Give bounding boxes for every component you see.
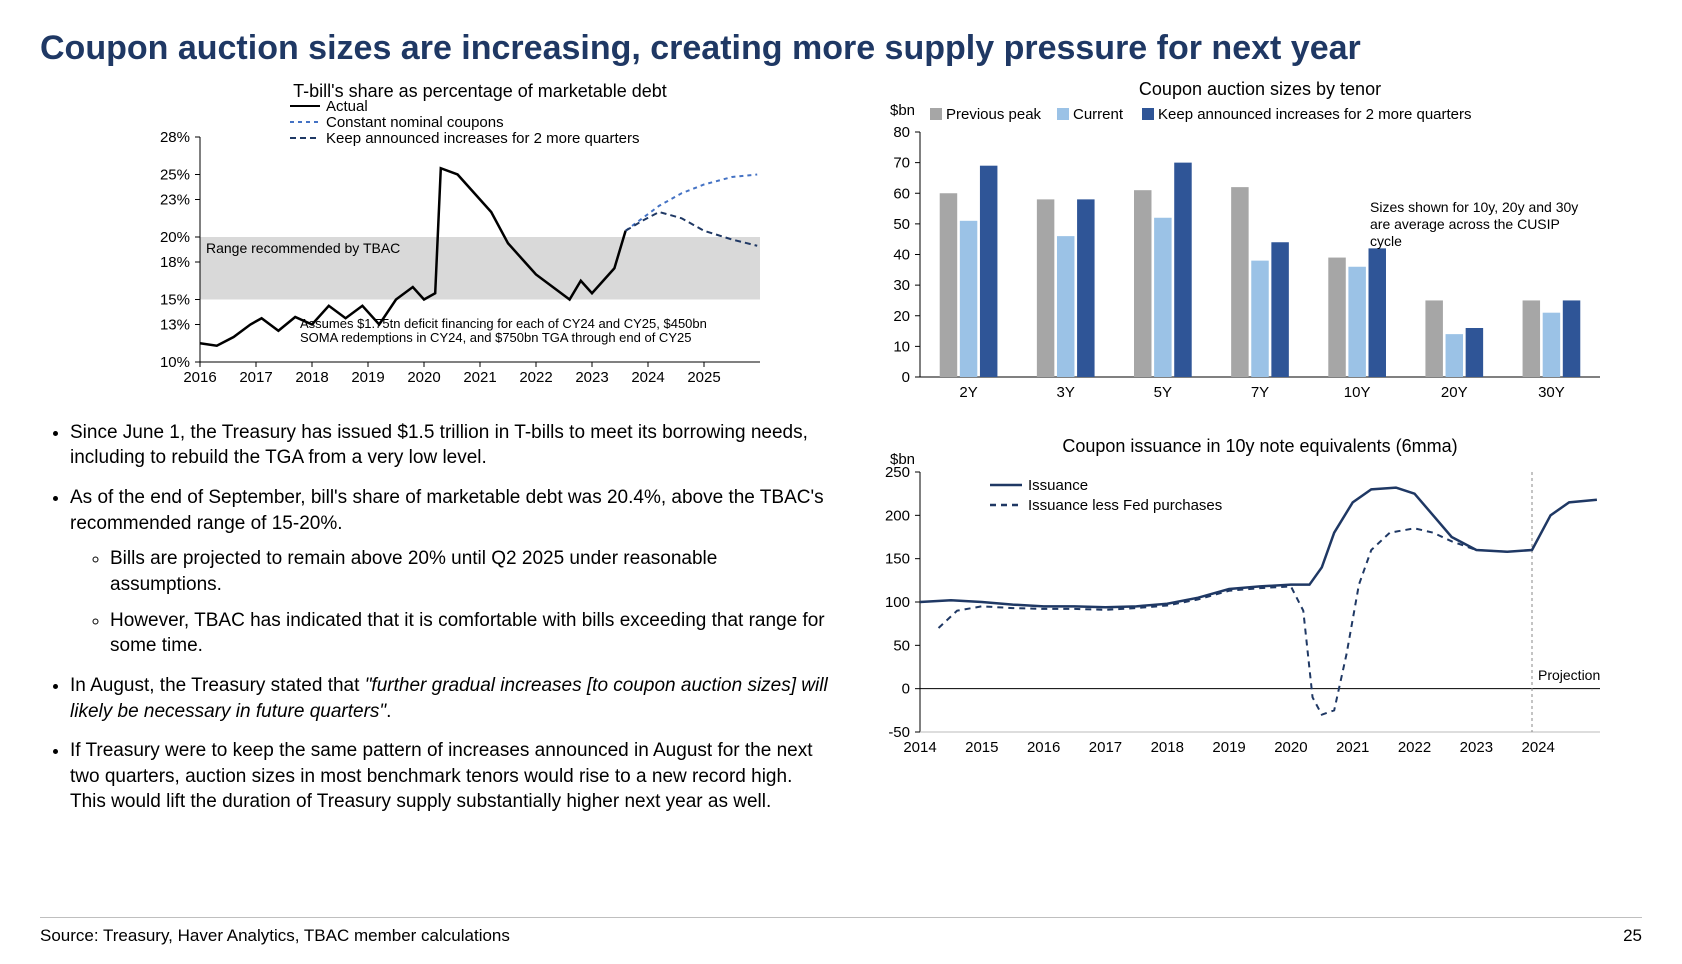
svg-text:2023: 2023 xyxy=(575,369,608,386)
svg-text:50: 50 xyxy=(893,637,910,654)
svg-text:2015: 2015 xyxy=(965,739,998,756)
svg-text:23%: 23% xyxy=(160,191,190,208)
svg-text:60: 60 xyxy=(893,185,910,202)
svg-text:40: 40 xyxy=(893,246,910,263)
svg-text:50: 50 xyxy=(893,216,910,233)
svg-text:2024: 2024 xyxy=(1521,739,1554,756)
svg-text:13%: 13% xyxy=(160,316,190,333)
svg-text:7Y: 7Y xyxy=(1251,384,1269,401)
svg-text:Constant nominal coupons: Constant nominal coupons xyxy=(326,114,504,131)
svg-text:150: 150 xyxy=(885,550,910,567)
svg-text:2019: 2019 xyxy=(1212,739,1245,756)
svg-text:Actual: Actual xyxy=(326,98,368,115)
svg-text:2018: 2018 xyxy=(295,369,328,386)
svg-text:70: 70 xyxy=(893,154,910,171)
svg-text:20Y: 20Y xyxy=(1441,384,1468,401)
svg-text:250: 250 xyxy=(885,464,910,481)
svg-text:Coupon issuance in 10y note eq: Coupon issuance in 10y note equivalents … xyxy=(1062,436,1457,456)
svg-text:2Y: 2Y xyxy=(959,384,977,401)
bullet-list: Since June 1, the Treasury has issued $1… xyxy=(40,420,830,829)
svg-text:2016: 2016 xyxy=(183,369,216,386)
svg-text:2017: 2017 xyxy=(239,369,272,386)
svg-text:$bn: $bn xyxy=(890,102,915,119)
svg-text:100: 100 xyxy=(885,594,910,611)
svg-text:2021: 2021 xyxy=(1336,739,1369,756)
svg-text:Issuance: Issuance xyxy=(1028,477,1088,494)
svg-text:18%: 18% xyxy=(160,254,190,271)
bullet-sub-item: However, TBAC has indicated that it is c… xyxy=(110,608,830,659)
svg-text:Coupon auction sizes by tenor: Coupon auction sizes by tenor xyxy=(1139,79,1381,99)
svg-text:2018: 2018 xyxy=(1151,739,1184,756)
svg-text:200: 200 xyxy=(885,507,910,524)
bullet-item: If Treasury were to keep the same patter… xyxy=(70,738,830,815)
svg-text:Previous peak: Previous peak xyxy=(946,106,1042,123)
svg-text:2020: 2020 xyxy=(1274,739,1307,756)
svg-text:30Y: 30Y xyxy=(1538,384,1565,401)
bullet-item: Since June 1, the Treasury has issued $1… xyxy=(70,420,830,471)
svg-text:Current: Current xyxy=(1073,106,1124,123)
source-text: Source: Treasury, Haver Analytics, TBAC … xyxy=(40,926,510,946)
svg-text:0: 0 xyxy=(902,680,910,697)
svg-text:2020: 2020 xyxy=(407,369,440,386)
svg-text:2014: 2014 xyxy=(903,739,936,756)
slide-title: Coupon auction sizes are increasing, cre… xyxy=(40,28,1642,69)
svg-text:Projection: Projection xyxy=(1538,667,1600,683)
svg-text:Range recommended by TBAC: Range recommended by TBAC xyxy=(206,240,400,256)
bullet-sub-item: Bills are projected to remain above 20% … xyxy=(110,546,830,597)
svg-text:2022: 2022 xyxy=(1398,739,1431,756)
svg-text:30: 30 xyxy=(893,277,910,294)
svg-text:20: 20 xyxy=(893,308,910,325)
svg-text:28%: 28% xyxy=(160,129,190,146)
page-number: 25 xyxy=(1623,926,1642,946)
svg-text:2024: 2024 xyxy=(631,369,664,386)
svg-text:2025: 2025 xyxy=(687,369,720,386)
svg-text:2017: 2017 xyxy=(1089,739,1122,756)
svg-text:0: 0 xyxy=(902,369,910,386)
bullet-item: In August, the Treasury stated that "fur… xyxy=(70,673,830,724)
svg-text:2023: 2023 xyxy=(1460,739,1493,756)
svg-text:15%: 15% xyxy=(160,291,190,308)
bullet-item: As of the end of September, bill's share… xyxy=(70,485,830,659)
chart-issuance-10y: Coupon issuance in 10y note equivalents … xyxy=(860,432,1640,777)
svg-text:2021: 2021 xyxy=(463,369,496,386)
svg-text:2022: 2022 xyxy=(519,369,552,386)
svg-text:80: 80 xyxy=(893,124,910,141)
svg-text:5Y: 5Y xyxy=(1154,384,1172,401)
chart-tbill-share: T-bill's share as percentage of marketab… xyxy=(130,77,830,402)
svg-text:10Y: 10Y xyxy=(1344,384,1371,401)
svg-text:Issuance less Fed purchases: Issuance less Fed purchases xyxy=(1028,497,1222,514)
svg-text:2016: 2016 xyxy=(1027,739,1060,756)
svg-text:20%: 20% xyxy=(160,229,190,246)
svg-text:Keep announced increases for 2: Keep announced increases for 2 more quar… xyxy=(326,130,640,147)
svg-text:Keep announced increases for 2: Keep announced increases for 2 more quar… xyxy=(1158,106,1472,123)
svg-text:10: 10 xyxy=(893,338,910,355)
svg-text:3Y: 3Y xyxy=(1057,384,1075,401)
svg-text:2019: 2019 xyxy=(351,369,384,386)
svg-text:25%: 25% xyxy=(160,166,190,183)
chart-auction-sizes: Coupon auction sizes by tenor $bn 0 10 20 30 4… xyxy=(860,77,1640,422)
